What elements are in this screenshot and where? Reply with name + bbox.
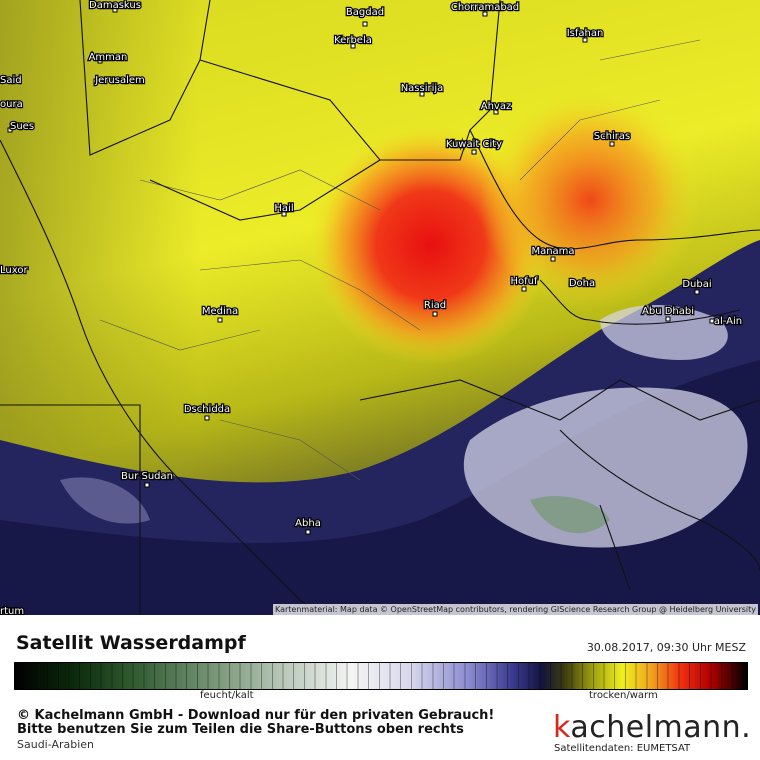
city-label: rtum bbox=[0, 606, 24, 615]
title: Satellit Wasserdampf bbox=[16, 632, 246, 654]
city-label: Hail bbox=[274, 203, 293, 214]
city-label: Sues bbox=[10, 121, 34, 132]
city-label: Riad bbox=[424, 300, 446, 311]
city-label: Damaskus bbox=[89, 0, 141, 11]
city-label: Chorramabad bbox=[451, 2, 519, 13]
city-marker bbox=[204, 415, 210, 421]
city-marker bbox=[709, 318, 715, 324]
city-label: Medina bbox=[202, 306, 238, 317]
city-label: Manama bbox=[531, 246, 574, 257]
city-marker bbox=[305, 529, 311, 535]
city-marker bbox=[350, 43, 356, 49]
city-label: Amman bbox=[89, 52, 128, 63]
city-marker bbox=[217, 317, 223, 323]
city-marker bbox=[471, 149, 477, 155]
city-label: Abu Dhabi bbox=[642, 306, 694, 317]
city-label: Bagdad bbox=[346, 7, 384, 18]
city-marker bbox=[112, 7, 118, 13]
city-label: Ahvaz bbox=[481, 101, 511, 112]
city-label: Abha bbox=[295, 518, 321, 529]
region: Saudi-Arabien bbox=[17, 738, 95, 751]
city-labels: Damaskus Bagdad Chorramabad Kerbela Isfahan A… bbox=[0, 0, 743, 615]
share-note: Bitte benutzen Sie zum Teilen die Share-… bbox=[17, 722, 464, 737]
city-label: Kuwait City bbox=[446, 139, 502, 150]
city-label: Hofuf bbox=[510, 276, 537, 287]
city-label: oura bbox=[0, 99, 23, 110]
city-marker bbox=[493, 109, 499, 115]
city-label: Nassirija bbox=[401, 83, 444, 94]
color-scale bbox=[14, 662, 748, 690]
city-label: Luxor bbox=[0, 265, 28, 276]
city-label: Kerbela bbox=[334, 35, 372, 46]
city-marker bbox=[93, 78, 99, 84]
city-label: Isfahan bbox=[567, 28, 604, 39]
city-marker bbox=[362, 21, 368, 27]
city-label: Doha bbox=[569, 278, 595, 289]
city-marker bbox=[609, 141, 615, 147]
city-marker bbox=[665, 316, 671, 322]
timestamp: 30.08.2017, 09:30 Uhr MESZ bbox=[586, 641, 746, 654]
city-label: Jerusalem bbox=[94, 75, 145, 86]
city-label: Dubai bbox=[682, 279, 711, 290]
city-marker bbox=[568, 281, 574, 287]
city-marker bbox=[694, 289, 700, 295]
city-label: Schiras bbox=[594, 131, 630, 142]
city-marker bbox=[521, 286, 527, 292]
city-marker bbox=[550, 256, 556, 262]
city-marker bbox=[7, 127, 13, 133]
copyright: © Kachelmann GmbH - Download nur für den… bbox=[17, 708, 495, 723]
satellite-map: Damaskus Bagdad Chorramabad Kerbela Isfahan A… bbox=[0, 0, 760, 615]
scale-label: trocken/warm bbox=[589, 690, 658, 701]
city-marker bbox=[97, 58, 103, 64]
city-label: Dschidda bbox=[184, 404, 230, 415]
city-label: al-Ain bbox=[714, 316, 742, 327]
city-label: Bur Sudan bbox=[121, 471, 173, 482]
city-marker bbox=[419, 91, 425, 97]
map-attribution: Kartenmaterial: Map data © OpenStreetMap… bbox=[272, 604, 758, 615]
city-marker bbox=[432, 311, 438, 317]
scale-label: feucht/kalt bbox=[200, 690, 254, 701]
city-marker bbox=[482, 11, 488, 17]
logo: kachelmann. bbox=[553, 710, 752, 745]
city-marker bbox=[281, 211, 287, 217]
city-marker bbox=[582, 37, 588, 43]
city-marker bbox=[144, 482, 150, 488]
data-source: Satellitendaten: EUMETSAT bbox=[554, 743, 691, 754]
city-label: Said bbox=[0, 75, 22, 86]
